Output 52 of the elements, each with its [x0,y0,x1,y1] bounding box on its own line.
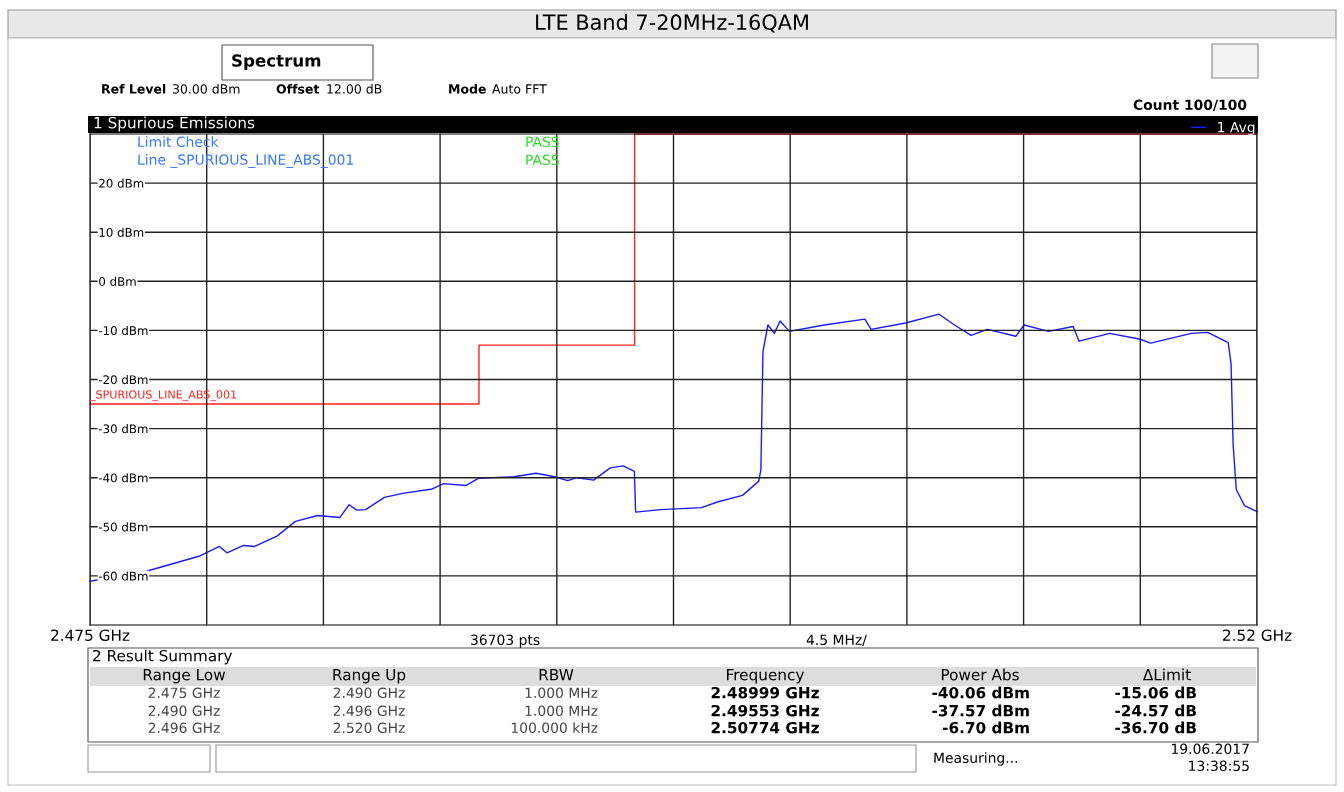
text: Offset [276,83,320,94]
x-axis-title: 4.5 MHz/ [806,634,867,647]
text: -36.70 dB [1115,721,1196,734]
text: Range Low [143,669,226,684]
text: -15.06 dB [1115,686,1196,699]
text: ΔLimit [1142,668,1191,681]
y-tick-label: -60 dBm [98,571,148,581]
text: 2.490 GHz [148,705,220,717]
chart-title: LTE Band 7-20MHz-16QAM [536,13,808,33]
text: Power Abs [941,668,1019,681]
text: RBW [539,669,574,681]
text: 13:38:55 [1189,760,1249,772]
text: -6.70 dBm [942,721,1029,734]
text: 2.475 GHz [148,687,220,699]
y-tick-label: -40 dBm [98,473,148,483]
text: 2.48999 GHz [711,686,819,699]
text: 1.000 MHz [525,687,598,699]
legend-label: 1 Avg [1218,122,1255,136]
text: 30.00 dBm [172,83,240,94]
text: Count 100/100 [1133,99,1247,112]
y-tick-label: -10 dBm [98,325,148,336]
text: Auto FFT [492,84,547,94]
text: 2.49553 GHz [711,704,819,717]
text: Frequency [727,669,804,684]
text: -37.57 dBm [932,704,1029,717]
x-tick-label: 2.52 GHz [1223,629,1292,641]
text: Ref Level [102,83,166,94]
text: -24.57 dB [1115,704,1196,717]
text: 100.000 kHz [511,722,598,734]
text: -40.06 dBm [932,686,1029,699]
text: Mode [449,83,486,94]
text: Spectrum [232,54,321,71]
text: 2.496 GHz [148,722,220,734]
text: 2.496 GHz [333,705,405,717]
text: 2.520 GHz [333,722,405,734]
text: 1 Spurious Emissions [94,116,255,132]
line-series [89,313,1258,582]
y-tick-label: 0 dBm [99,276,136,286]
text: 1.000 MHz [525,705,598,717]
y-tick-label: 10 dBm [99,227,144,237]
y-tick-label: -20 dBm [98,375,148,385]
text: 2.50774 GHz [711,721,819,734]
y-tick-label: -30 dBm [98,424,148,434]
text: Measuring... [934,752,1018,766]
text: Range Up [333,669,406,684]
y-tick-label: 20 dBm [99,178,144,188]
text: 19.06.2017 [1172,743,1249,755]
text: 12.00 dB [327,83,382,94]
y-tick-label: -50 dBm [98,522,148,532]
text: 36703 pts [471,634,540,648]
text: 2 Result Summary [93,649,233,665]
text: 2.490 GHz [333,687,405,699]
